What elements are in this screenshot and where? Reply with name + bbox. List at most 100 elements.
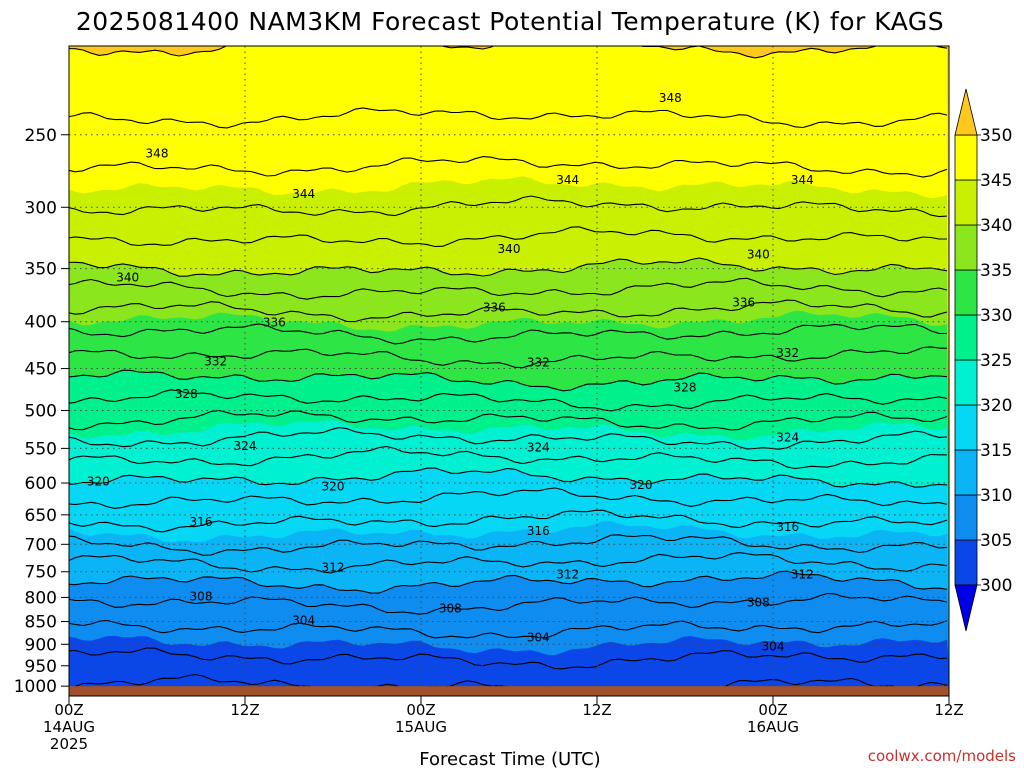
contour-lines — [69, 46, 948, 696]
credit-text: coolwx.com/models — [868, 747, 1016, 765]
colorbar-bin-320 — [954, 359, 978, 406]
colorbar-label: 340 — [980, 216, 1012, 236]
colorbar-label: 320 — [980, 396, 1012, 416]
x-tick-label: 14AUG — [43, 718, 95, 736]
x-tick-label: 16AUG — [747, 718, 799, 736]
contour-label: 348 — [659, 91, 682, 105]
colorbar-label: 315 — [980, 441, 1012, 461]
contour-label: 312 — [556, 567, 579, 581]
x-tick-label: 12Z — [582, 701, 611, 719]
contour-label: 312 — [791, 567, 814, 581]
contour-336 — [69, 299, 948, 323]
colorbar-label: 310 — [980, 486, 1012, 506]
x-tick-label: 12Z — [934, 701, 963, 719]
colorbar-label: 335 — [980, 261, 1012, 281]
contour-label: 308 — [439, 602, 462, 616]
colorbar-bin-345 — [954, 134, 978, 181]
contour-320 — [69, 467, 948, 488]
contour-label: 332 — [527, 355, 550, 369]
y-tick-label: 700 — [25, 535, 57, 555]
contour-label: 336 — [263, 316, 286, 330]
y-tick-label: 750 — [25, 563, 57, 583]
y-tick-label: 550 — [25, 439, 57, 459]
y-axis: 2503003504004505005506006507007508008509… — [14, 126, 69, 697]
contour-label: 316 — [190, 515, 213, 529]
contour-label: 340 — [116, 271, 139, 285]
y-tick-label: 850 — [25, 613, 57, 633]
contour-314 — [69, 534, 948, 556]
y-tick-label: 1000 — [14, 677, 57, 697]
contour-316 — [69, 509, 948, 533]
contour-labels: 348 348 344 344 344 340 340 340 336 336 336 332 332 3… — [87, 91, 814, 653]
contour-label: 336 — [483, 301, 506, 315]
contour-312 — [69, 552, 948, 574]
x-axis-label: Forecast Time (UTC) — [419, 749, 600, 768]
x-tick-label: 15AUG — [395, 718, 447, 736]
contour-label: 336 — [732, 295, 755, 309]
colorbar: 300 305 310 315 320 325 330 335 340 345 350 — [954, 88, 1012, 632]
colorbar-bin-325 — [954, 314, 978, 361]
contour-310 — [69, 570, 948, 594]
contour-label: 344 — [292, 187, 315, 201]
x-tick-label: 2025 — [50, 735, 88, 753]
x-tick-label: 00Z — [406, 701, 435, 719]
contour-308 — [69, 592, 948, 615]
contour-326 — [69, 409, 948, 431]
colorbar-label: 300 — [980, 576, 1012, 596]
contour-304 — [69, 647, 948, 670]
colorbar-extend-low — [954, 584, 978, 632]
contour-label: 328 — [175, 387, 198, 401]
contour-330 — [69, 369, 948, 392]
plot-frame — [68, 45, 950, 697]
x-tick-label: 12Z — [230, 701, 259, 719]
contour-label: 324 — [776, 430, 799, 444]
contour-label: 304 — [527, 631, 550, 645]
contour-label: 304 — [762, 639, 785, 653]
ground-surface — [69, 686, 949, 696]
colorbar-extend-high — [954, 88, 978, 136]
plot-area: 348 348 344 344 344 340 340 340 336 336 336 332 332 3… — [67, 46, 951, 751]
filled-contours — [67, 46, 951, 751]
contour-label: 308 — [747, 595, 770, 609]
colorbar-label: 330 — [980, 306, 1012, 326]
contour-label: 320 — [322, 479, 345, 493]
y-tick-label: 650 — [25, 506, 57, 526]
y-tick-label: 400 — [25, 313, 57, 333]
contour-label: 344 — [556, 173, 579, 187]
contour-label: 332 — [204, 354, 227, 368]
contour-328 — [69, 389, 948, 412]
contour-label: 316 — [527, 524, 550, 538]
contour-label: 320 — [630, 478, 653, 492]
y-tick-label: 950 — [25, 657, 57, 677]
colorbar-bin-340 — [954, 179, 978, 226]
contour-label: 332 — [776, 346, 799, 360]
colorbar-label: 350 — [980, 126, 1012, 146]
contour-332 — [69, 346, 948, 369]
y-tick-label: 800 — [25, 588, 57, 608]
x-tick-label: 00Z — [54, 701, 83, 719]
band-300 — [67, 698, 951, 723]
colorbar-bin-300 — [954, 539, 978, 586]
contour-338 — [69, 277, 948, 300]
y-tick-label: 300 — [25, 198, 57, 218]
colorbar-bin-330 — [954, 269, 978, 316]
contour-342 — [69, 226, 947, 248]
contour-344 — [69, 195, 948, 218]
contour-label: 344 — [791, 173, 814, 187]
y-tick-label: 500 — [25, 401, 57, 421]
chart-title: 2025081400 NAM3KM Forecast Potential Tem… — [76, 7, 944, 36]
colorbar-bin-335 — [954, 224, 978, 271]
colorbar-label: 305 — [980, 531, 1012, 551]
contour-label: 340 — [498, 242, 521, 256]
contour-306 — [69, 619, 948, 639]
contour-label: 320 — [87, 475, 110, 489]
contour-label: 328 — [674, 381, 697, 395]
colorbar-label: 325 — [980, 351, 1012, 371]
contour-334 — [69, 323, 948, 345]
band-below — [67, 698, 951, 751]
contour-label: 312 — [322, 560, 345, 574]
contour-label: 324 — [527, 441, 550, 455]
contour-label: 308 — [190, 589, 213, 603]
y-tick-label: 900 — [25, 635, 57, 655]
